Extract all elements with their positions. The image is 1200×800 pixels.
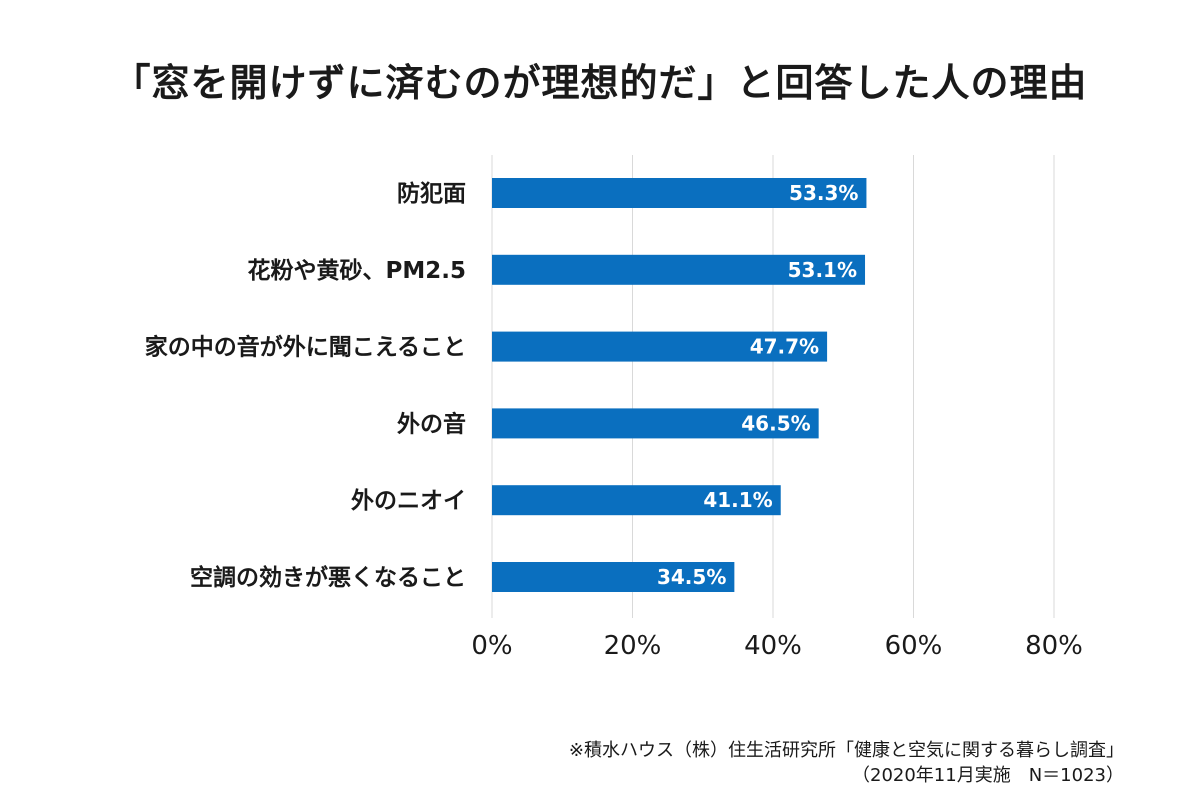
category-label: 花粉や黄砂、PM2.5 [248,258,467,284]
source-line-1: ※積水ハウス（株）住生活研究所「健康と空気に関する暮らし調査」 [568,740,1124,761]
source-line-2: （2020年11月実施 N＝1023） [852,765,1124,786]
value-label: 41.1% [703,488,772,512]
x-axis-tick-labels: 0% 20% 40% 60% 80% [471,631,1083,661]
x-tick-label: 40% [744,631,802,661]
x-tick-label: 80% [1025,631,1083,661]
value-labels: 53.3% 53.1% 47.7% 46.5% 41.1% 34.5% [657,181,858,589]
category-label: 外のニオイ [351,487,466,514]
category-label: 外の音 [397,410,466,437]
category-label: 防犯面 [397,180,466,207]
value-label: 53.1% [788,258,857,282]
source-note: ※積水ハウス（株）住生活研究所「健康と空気に関する暮らし調査」 （2020年11… [569,738,1124,788]
value-label: 46.5% [741,411,810,435]
bar [492,485,781,516]
bar [492,331,828,362]
bar [492,178,867,208]
category-label: 家の中の音が外に聞こえること [145,334,466,361]
gridlines [491,155,1055,618]
chart-title: 「窓を開けずに済むのが理想的だ」と回答した人の理由 [112,61,1088,105]
value-label: 53.3% [789,181,858,205]
value-label: 34.5% [657,565,726,589]
bar [492,254,866,285]
x-tick-label: 0% [471,631,512,661]
value-label: 47.7% [750,335,819,359]
bar [492,408,819,439]
category-label: 空調の効きが悪くなること [190,564,466,591]
bars [492,178,867,592]
x-tick-label: 20% [604,631,662,661]
x-tick-label: 60% [885,631,943,661]
bar [492,562,735,592]
